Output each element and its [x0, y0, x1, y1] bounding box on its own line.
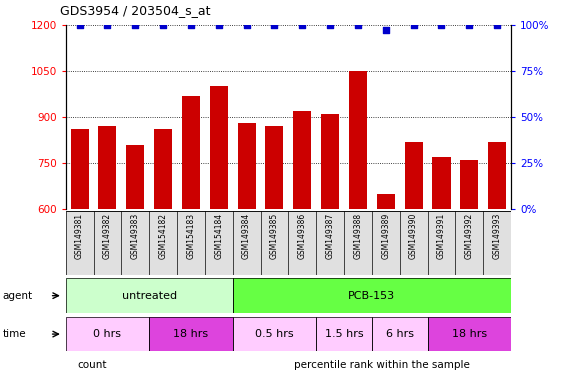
Point — [493, 22, 502, 28]
Text: GSM154182: GSM154182 — [159, 213, 168, 259]
Text: GSM149384: GSM149384 — [242, 213, 251, 259]
Text: 1.5 hrs: 1.5 hrs — [325, 329, 363, 339]
Text: 18 hrs: 18 hrs — [174, 329, 208, 339]
Text: GSM149390: GSM149390 — [409, 213, 418, 260]
Bar — [233, 278, 511, 313]
Text: GSM149393: GSM149393 — [493, 213, 502, 260]
Point — [381, 27, 391, 33]
Text: GSM154184: GSM154184 — [214, 213, 223, 259]
Point — [270, 22, 279, 28]
Text: GSM149387: GSM149387 — [325, 213, 335, 259]
Point — [465, 22, 474, 28]
Point — [214, 22, 223, 28]
Text: 0.5 hrs: 0.5 hrs — [255, 329, 293, 339]
Text: GDS3954 / 203504_s_at: GDS3954 / 203504_s_at — [60, 4, 211, 17]
Text: PCB-153: PCB-153 — [348, 291, 396, 301]
Text: GSM149388: GSM149388 — [353, 213, 363, 259]
Bar — [98, 126, 116, 209]
Bar — [316, 317, 372, 351]
Point — [103, 22, 112, 28]
Text: GSM149383: GSM149383 — [131, 213, 140, 259]
Bar — [154, 129, 172, 209]
Point — [409, 22, 418, 28]
Bar — [71, 129, 89, 209]
Point — [159, 22, 168, 28]
Text: GSM149381: GSM149381 — [75, 213, 84, 259]
Text: GSM149389: GSM149389 — [381, 213, 391, 259]
Text: agent: agent — [3, 291, 33, 301]
Bar — [349, 71, 367, 209]
Bar — [432, 157, 451, 209]
Point — [242, 22, 251, 28]
Point — [131, 22, 140, 28]
Bar — [149, 317, 233, 351]
Point — [75, 22, 84, 28]
Bar — [488, 142, 506, 209]
Bar — [266, 126, 283, 209]
Text: untreated: untreated — [122, 291, 177, 301]
Bar — [66, 317, 149, 351]
Point — [325, 22, 335, 28]
Bar — [321, 114, 339, 209]
Bar — [372, 317, 428, 351]
Bar — [66, 278, 233, 313]
Bar — [428, 317, 511, 351]
Bar — [372, 317, 428, 351]
Bar — [377, 194, 395, 209]
Bar — [149, 317, 233, 351]
Bar — [293, 111, 311, 209]
Text: GSM149382: GSM149382 — [103, 213, 112, 259]
Bar — [428, 317, 511, 351]
Bar — [233, 317, 316, 351]
Text: GSM149385: GSM149385 — [270, 213, 279, 259]
Point — [437, 22, 446, 28]
Text: time: time — [3, 329, 26, 339]
Bar — [126, 145, 144, 209]
Bar — [66, 278, 233, 313]
Bar — [182, 96, 200, 209]
Text: GSM149391: GSM149391 — [437, 213, 446, 259]
Bar — [238, 123, 256, 209]
Text: percentile rank within the sample: percentile rank within the sample — [294, 360, 470, 370]
Bar — [233, 317, 316, 351]
Text: GSM154183: GSM154183 — [186, 213, 195, 259]
Bar — [460, 160, 478, 209]
Bar — [66, 317, 149, 351]
Text: GSM149392: GSM149392 — [465, 213, 474, 259]
Bar — [405, 142, 423, 209]
Text: 18 hrs: 18 hrs — [452, 329, 487, 339]
Bar — [210, 86, 228, 209]
Point — [353, 22, 363, 28]
Point — [186, 22, 195, 28]
Text: 0 hrs: 0 hrs — [94, 329, 122, 339]
Bar — [233, 278, 511, 313]
Text: 6 hrs: 6 hrs — [385, 329, 414, 339]
Point — [297, 22, 307, 28]
Text: GSM149386: GSM149386 — [297, 213, 307, 259]
Text: count: count — [77, 360, 107, 370]
Bar — [316, 317, 372, 351]
